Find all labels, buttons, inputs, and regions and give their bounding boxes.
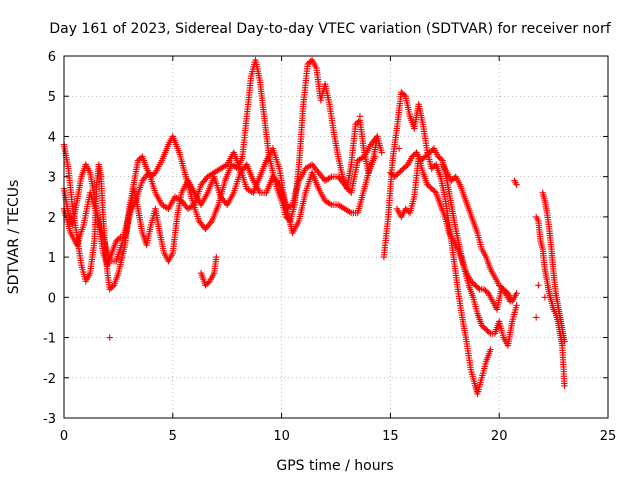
point-track-11 bbox=[561, 338, 568, 345]
point-track-10 bbox=[561, 382, 568, 390]
y-tick-label: 2 bbox=[48, 211, 56, 226]
point-track-4 bbox=[213, 253, 220, 261]
x-tick-label: 20 bbox=[491, 429, 508, 444]
point-isolated bbox=[541, 294, 549, 301]
point-track-6 bbox=[403, 162, 410, 170]
point-track-1 bbox=[109, 283, 116, 290]
point-track-4 bbox=[205, 279, 212, 286]
y-tick-label: 6 bbox=[48, 50, 56, 65]
y-tick-label: 3 bbox=[48, 171, 56, 186]
point-isolated bbox=[535, 282, 542, 289]
point-isolated bbox=[356, 113, 364, 120]
y-axis-label: SDTVAR / TECUs bbox=[6, 180, 22, 295]
point-track-7 bbox=[474, 284, 482, 292]
y-tick-label: -1 bbox=[43, 332, 56, 347]
x-tick-label: 25 bbox=[600, 429, 617, 444]
axis-ticks: 0 5 10 15 20 25 -3 -2 -1 0 1 2 3 4 5 6 bbox=[43, 50, 616, 444]
y-tick-label: 5 bbox=[48, 90, 56, 105]
point-isolated bbox=[532, 314, 540, 321]
point-track-6 bbox=[437, 156, 445, 163]
plot-frame bbox=[63, 55, 609, 419]
x-tick-label: 5 bbox=[169, 429, 177, 444]
point-track-6 bbox=[485, 328, 493, 336]
point-track-3 bbox=[378, 149, 385, 156]
y-tick-label: -3 bbox=[43, 412, 56, 427]
y-tick-label: 4 bbox=[48, 130, 56, 145]
x-axis-label: GPS time / hours bbox=[276, 458, 393, 474]
point-track-1 bbox=[150, 170, 158, 178]
point-track-8 bbox=[513, 290, 520, 297]
y-tick-label: 0 bbox=[48, 291, 56, 306]
point-track-2 bbox=[371, 153, 379, 160]
data-points bbox=[60, 56, 568, 398]
y-tick-label: 1 bbox=[48, 251, 56, 266]
point-track-6 bbox=[513, 302, 520, 309]
point-isolated bbox=[106, 334, 113, 341]
x-tick-label: 10 bbox=[273, 429, 290, 444]
chart-title: Day 161 of 2023, Sidereal Day-to-day VTE… bbox=[49, 21, 611, 37]
point-track-7 bbox=[483, 288, 491, 296]
point-track-9 bbox=[513, 181, 520, 188]
x-tick-label: 0 bbox=[60, 429, 68, 444]
point-track-8 bbox=[503, 288, 510, 296]
y-tick-label: -2 bbox=[43, 372, 56, 387]
point-isolated bbox=[395, 145, 403, 152]
point-track-7 bbox=[431, 188, 438, 195]
x-tick-label: 15 bbox=[382, 429, 399, 444]
point-track-5 bbox=[400, 91, 408, 99]
point-track-5 bbox=[487, 346, 494, 353]
